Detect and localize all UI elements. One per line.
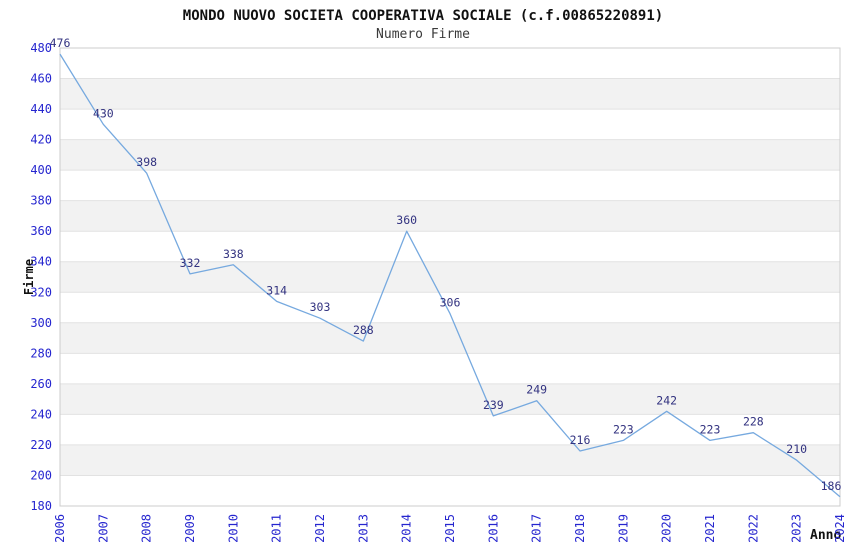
x-tick-label: 2023: [790, 514, 804, 543]
data-point-label: 249: [526, 383, 547, 397]
x-tick-label: 2021: [703, 514, 717, 543]
x-tick-label: 2017: [530, 514, 544, 543]
x-tick-label: 2010: [226, 514, 240, 543]
y-tick-label: 320: [30, 285, 52, 299]
y-tick-label: 260: [30, 377, 52, 391]
x-tick-label: 2009: [183, 514, 197, 543]
x-tick-label: 2018: [573, 514, 587, 543]
x-tick-label: 2012: [313, 514, 327, 543]
grid-band: [60, 444, 840, 476]
data-point-label: 186: [821, 479, 842, 493]
y-tick-label: 420: [30, 133, 52, 147]
data-point-label: 332: [180, 256, 201, 270]
x-tick-label: 2011: [270, 514, 284, 543]
y-tick-label: 460: [30, 72, 52, 86]
y-tick-label: 240: [30, 407, 52, 421]
data-point-label: 398: [136, 155, 157, 169]
y-tick-label: 200: [30, 468, 52, 482]
data-point-label: 338: [223, 247, 244, 261]
y-tick-label: 180: [30, 499, 52, 513]
data-point-label: 228: [743, 415, 764, 429]
x-tick-label: 2007: [96, 514, 110, 543]
x-tick-label: 2024: [833, 514, 847, 543]
y-tick-label: 480: [30, 41, 52, 55]
x-axis-title: Anno: [810, 528, 842, 543]
data-point-label: 360: [396, 213, 417, 227]
y-tick-label: 360: [30, 224, 52, 238]
x-tick-label: 2022: [746, 514, 760, 543]
data-point-label: 239: [483, 398, 504, 412]
data-point-label: 430: [93, 106, 114, 120]
grid-band: [60, 78, 840, 110]
grid-band: [60, 383, 840, 415]
y-tick-label: 400: [30, 163, 52, 177]
data-point-label: 476: [50, 36, 71, 50]
grid-band: [60, 261, 840, 293]
y-tick-label: 340: [30, 255, 52, 269]
data-point-label: 303: [310, 300, 331, 314]
chart-subtitle: Numero Firme: [376, 27, 470, 42]
x-tick-label: 2016: [486, 514, 500, 543]
y-tick-label: 440: [30, 102, 52, 116]
data-point-label: 242: [656, 393, 677, 407]
data-point-label: 223: [613, 422, 634, 436]
data-line: [59, 53, 841, 498]
x-tick-label: 2008: [140, 514, 154, 543]
data-point-label: 216: [570, 433, 591, 447]
data-point-label: 314: [266, 283, 287, 297]
y-tick-label: 380: [30, 194, 52, 208]
grid-band: [60, 200, 840, 232]
data-point-label: 306: [440, 296, 461, 310]
data-point-label: 223: [700, 422, 721, 436]
data-point-label: 210: [786, 442, 807, 456]
data-point-label: 288: [353, 323, 374, 337]
x-tick-label: 2013: [356, 514, 370, 543]
plot-border: [59, 47, 841, 507]
grid-band: [60, 322, 840, 354]
x-tick-label: 2014: [400, 514, 414, 543]
x-tick-label: 2020: [660, 514, 674, 543]
y-tick-label: 220: [30, 438, 52, 452]
x-tick-label: 2006: [53, 514, 67, 543]
chart-title: MONDO NUOVO SOCIETA COOPERATIVA SOCIALE …: [182, 8, 664, 24]
y-tick-label: 300: [30, 316, 52, 330]
x-tick-label: 2019: [616, 514, 630, 543]
y-tick-label: 280: [30, 346, 52, 360]
grid-band: [60, 139, 840, 171]
x-tick-label: 2015: [443, 514, 457, 543]
